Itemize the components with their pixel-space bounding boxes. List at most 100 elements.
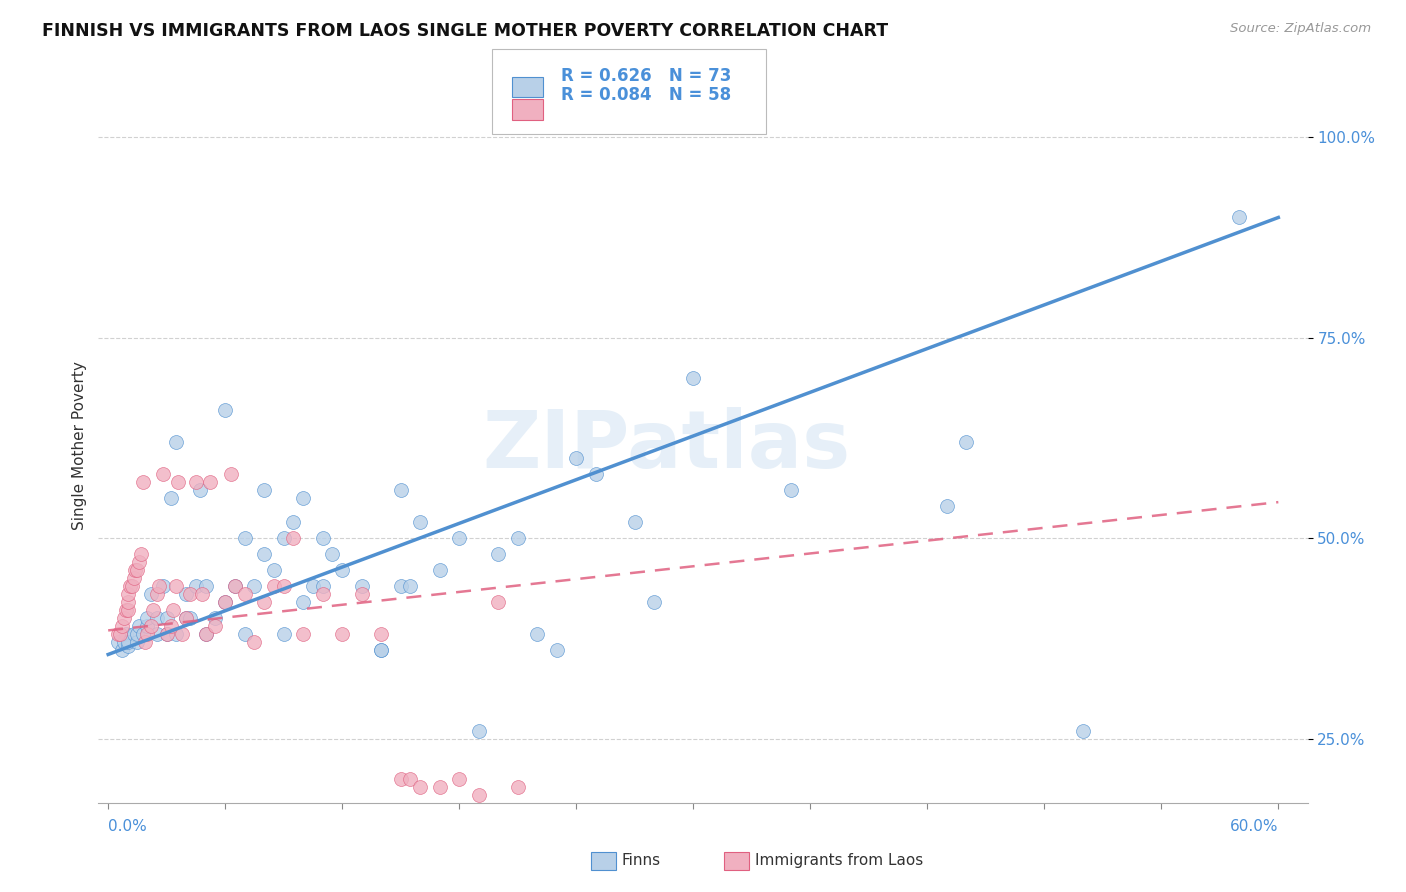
Point bbox=[112, 611, 135, 625]
Point bbox=[111, 619, 134, 633]
Point bbox=[184, 475, 207, 489]
Point bbox=[146, 587, 169, 601]
Point bbox=[114, 603, 136, 617]
Point bbox=[467, 788, 489, 802]
Point bbox=[263, 563, 285, 577]
Point bbox=[156, 627, 179, 641]
Point bbox=[118, 579, 141, 593]
Text: Source: ZipAtlas.com: Source: ZipAtlas.com bbox=[1230, 22, 1371, 36]
Point bbox=[370, 643, 392, 657]
Point bbox=[312, 579, 335, 593]
Point bbox=[194, 627, 217, 641]
Point bbox=[117, 640, 139, 654]
Point bbox=[188, 483, 211, 497]
Point bbox=[273, 531, 295, 545]
Point bbox=[312, 587, 335, 601]
Point bbox=[198, 475, 221, 489]
Point bbox=[350, 587, 373, 601]
Point bbox=[486, 595, 509, 609]
Point bbox=[389, 579, 412, 593]
Point bbox=[114, 627, 136, 641]
Point bbox=[506, 780, 529, 794]
Point bbox=[127, 563, 149, 577]
Point bbox=[585, 467, 607, 481]
Point bbox=[506, 531, 529, 545]
Point bbox=[148, 579, 170, 593]
Point bbox=[292, 491, 315, 505]
Point bbox=[935, 499, 957, 513]
Point bbox=[162, 603, 184, 617]
Point bbox=[409, 780, 432, 794]
Point bbox=[128, 619, 150, 633]
Point bbox=[955, 435, 977, 450]
Point bbox=[136, 611, 159, 625]
Point bbox=[107, 635, 129, 649]
Point bbox=[165, 627, 187, 641]
Text: Finns: Finns bbox=[621, 854, 661, 868]
Point bbox=[136, 619, 159, 633]
Point bbox=[174, 587, 197, 601]
Point bbox=[159, 491, 181, 505]
Text: R = 0.626   N = 73: R = 0.626 N = 73 bbox=[561, 67, 731, 85]
Point bbox=[243, 579, 266, 593]
Point bbox=[117, 635, 139, 649]
Point bbox=[107, 627, 129, 641]
Point bbox=[467, 723, 489, 738]
Point bbox=[370, 643, 392, 657]
Point bbox=[165, 435, 187, 450]
Point bbox=[682, 371, 704, 385]
Text: FINNISH VS IMMIGRANTS FROM LAOS SINGLE MOTHER POVERTY CORRELATION CHART: FINNISH VS IMMIGRANTS FROM LAOS SINGLE M… bbox=[42, 22, 889, 40]
Point bbox=[191, 587, 214, 601]
Point bbox=[174, 611, 197, 625]
Point bbox=[139, 619, 162, 633]
Point bbox=[429, 563, 451, 577]
Point bbox=[194, 579, 217, 593]
Point bbox=[1227, 211, 1250, 225]
Point bbox=[312, 531, 335, 545]
Point bbox=[172, 627, 194, 641]
Point bbox=[204, 619, 226, 633]
Point bbox=[152, 579, 174, 593]
Point bbox=[214, 595, 236, 609]
Point bbox=[214, 595, 236, 609]
Point bbox=[108, 627, 131, 641]
Point bbox=[214, 403, 236, 417]
Point bbox=[565, 450, 588, 465]
Point bbox=[429, 780, 451, 794]
Point bbox=[409, 515, 432, 529]
Point bbox=[136, 627, 159, 641]
Point bbox=[167, 475, 190, 489]
Point bbox=[292, 627, 315, 641]
Point bbox=[302, 579, 325, 593]
Point bbox=[117, 603, 139, 617]
Point bbox=[292, 595, 315, 609]
Point bbox=[273, 627, 295, 641]
Point bbox=[526, 627, 548, 641]
Point bbox=[350, 579, 373, 593]
Point bbox=[273, 579, 295, 593]
Point bbox=[194, 627, 217, 641]
Point bbox=[179, 587, 201, 601]
Point bbox=[623, 515, 645, 529]
Point bbox=[111, 643, 134, 657]
Point bbox=[132, 475, 155, 489]
Point bbox=[139, 587, 162, 601]
Point bbox=[146, 627, 169, 641]
Point bbox=[146, 611, 169, 625]
Point bbox=[330, 627, 353, 641]
Point bbox=[124, 563, 146, 577]
Point bbox=[165, 579, 187, 593]
Text: R = 0.084   N = 58: R = 0.084 N = 58 bbox=[561, 87, 731, 104]
Point bbox=[283, 515, 305, 529]
Point bbox=[204, 611, 226, 625]
Point bbox=[128, 555, 150, 569]
Point bbox=[122, 627, 145, 641]
Point bbox=[253, 483, 276, 497]
Point bbox=[449, 531, 471, 545]
Point bbox=[546, 643, 568, 657]
Point bbox=[127, 635, 149, 649]
Y-axis label: Single Mother Poverty: Single Mother Poverty bbox=[72, 361, 87, 531]
Point bbox=[449, 772, 471, 786]
Point bbox=[127, 627, 149, 641]
Point bbox=[184, 579, 207, 593]
